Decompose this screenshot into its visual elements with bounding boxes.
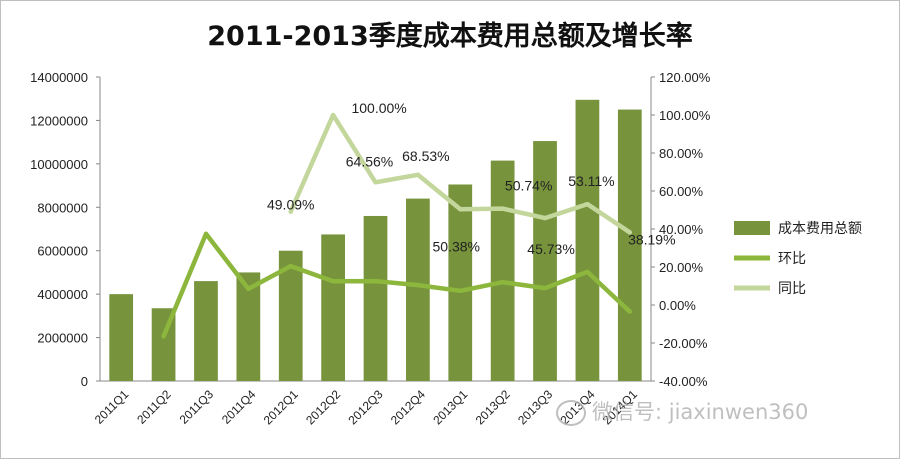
x-tick-label: 2011Q2 (134, 387, 174, 427)
point-mom (458, 288, 463, 293)
point-mom (373, 279, 378, 284)
point-mom (500, 280, 505, 285)
bar-cost-total (575, 99, 600, 382)
legend-swatch-bar (734, 221, 770, 235)
point-yoy (543, 216, 548, 221)
data-label-yoy: 45.73% (527, 241, 574, 257)
point-yoy (585, 202, 590, 207)
x-tick-label: 2011Q1 (92, 387, 132, 427)
bar-cost-total (448, 184, 473, 381)
bar-cost-total (363, 215, 388, 381)
bar-cost-total (194, 281, 218, 381)
point-yoy (500, 206, 505, 211)
point-yoy (331, 113, 336, 117)
bar-cost-total (406, 198, 430, 381)
point-mom (627, 309, 632, 314)
y-left-tick-label: 4000000 (37, 287, 88, 302)
bar-cost-total (236, 272, 261, 381)
data-label-yoy: 49.09% (267, 197, 314, 213)
data-label-yoy: 64.56% (346, 153, 393, 169)
bar-cost-total (490, 160, 515, 381)
y-right-tick-label: -40.00% (659, 374, 708, 389)
watermark-text: 微信号: jiaxinwen360 (592, 400, 809, 424)
bar-cost-total (617, 109, 642, 382)
y-left-tick-label: 14000000 (30, 70, 88, 85)
point-yoy (458, 207, 463, 212)
point-yoy (415, 172, 420, 177)
y-left-tick-label: 6000000 (37, 244, 88, 259)
data-label-yoy: 50.38% (433, 238, 480, 254)
point-mom (585, 269, 590, 274)
point-mom (203, 231, 208, 236)
data-label-yoy: 53.11% (568, 173, 614, 189)
x-tick-label: 2013Q3 (515, 387, 555, 427)
legend-label: 同比 (778, 281, 806, 297)
y-right-tick-label: 20.00% (659, 260, 704, 275)
y-left-tick-label: 8000000 (37, 200, 88, 215)
point-yoy (627, 230, 632, 235)
point-mom (415, 283, 420, 288)
x-tick-label: 2011Q4 (219, 387, 259, 427)
watermark: 微信号: jiaxinwen360 (556, 396, 808, 426)
x-tick-label: 2012Q3 (346, 387, 386, 427)
x-tick-label: 2012Q4 (388, 387, 428, 427)
y-right-tick-label: 80.00% (659, 146, 704, 161)
x-tick-label: 2012Q1 (261, 387, 301, 427)
line-series-mom (161, 231, 633, 339)
data-label-yoy: 50.74% (505, 178, 552, 194)
point-mom (543, 286, 548, 291)
legend-label: 成本费用总额 (778, 221, 862, 237)
x-tick-label: 2012Q2 (303, 387, 343, 427)
data-label-yoy: 68.53% (402, 148, 449, 164)
wechat-icon (556, 400, 586, 426)
bar-cost-total (533, 141, 557, 381)
y-right-tick-label: -20.00% (659, 336, 708, 351)
point-mom (288, 264, 293, 269)
y-right-tick-label: 120.00% (659, 70, 711, 85)
y-left-tick-label: 12000000 (30, 113, 88, 128)
y-right-tick-label: 100.00% (659, 108, 711, 123)
bar-cost-total (321, 234, 345, 381)
y-left-tick-label: 2000000 (37, 331, 88, 346)
point-mom (161, 334, 166, 339)
x-tick-label: 2013Q2 (473, 387, 513, 427)
bar-cost-total (109, 294, 134, 381)
y-left-tick-label: 0 (81, 374, 88, 389)
chart-title: 2011-2013季度成本费用总额及增长率 (207, 21, 693, 52)
data-label-yoy: 38.19% (628, 231, 675, 247)
y-right-tick-label: 60.00% (659, 184, 704, 199)
y-right-tick-label: 40.00% (659, 222, 704, 237)
point-yoy (288, 209, 293, 214)
y-right-tick-label: 0.00% (659, 298, 696, 313)
point-yoy (373, 180, 378, 185)
point-mom (246, 286, 251, 291)
legend-label: 环比 (778, 251, 806, 267)
bar-cost-total (278, 250, 303, 381)
y-left-tick-label: 10000000 (30, 157, 88, 172)
x-tick-label: 2011Q3 (177, 387, 217, 427)
x-tick-label: 2013Q1 (430, 387, 470, 427)
point-mom (331, 279, 336, 284)
data-label-yoy: 100.00% (351, 100, 406, 116)
